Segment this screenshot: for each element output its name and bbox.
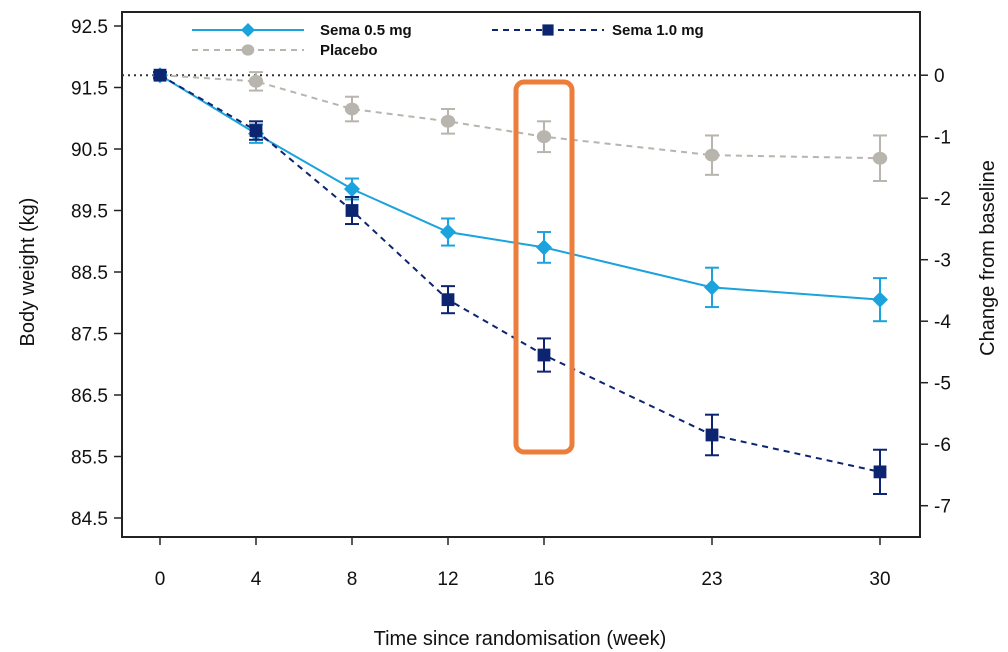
y-tick-label: 87.5 [71,325,108,346]
data-point [440,114,456,128]
y-axis-left: 92.5 91.5 90.5 89.5 88.5 87.5 86.5 85.5 84.5 [71,17,122,530]
y-right-tick-label: 0 [934,66,945,87]
y-right-tick-label: -3 [934,251,951,272]
y-axis-right-title: Change from baseline [977,160,999,356]
legend-label: Sema 1.0 mg [612,22,704,39]
data-point [441,293,455,307]
y-right-tick-label: -4 [934,312,951,333]
x-tick-label: 30 [869,569,890,590]
data-point [872,291,888,308]
x-tick-label: 23 [701,569,722,590]
legend-label: Placebo [320,42,378,59]
x-axis-title: Time since randomisation (week) [374,628,667,650]
data-point [345,204,359,217]
highlight-box [513,79,575,455]
series-sema-1-0-mg [153,68,887,496]
y-axis-title: Body weight (kg) [17,198,39,347]
data-point [536,239,552,256]
x-tick-label: 12 [437,569,458,590]
series-line [159,74,881,473]
y-right-tick-label: -5 [934,374,951,395]
y-tick-label: 88.5 [71,263,108,284]
x-tick-label: 4 [251,569,262,590]
y-tick-label: 85.5 [71,448,108,469]
data-point [249,124,263,137]
y-right-tick-label: -7 [934,497,951,518]
x-tick-label: 8 [347,569,358,590]
data-point [705,428,719,442]
y-right-tick-label: -1 [934,128,951,149]
data-point [704,279,720,296]
y-axis-right: 0 -1 -2 -3 -4 -5 -6 -7 [920,66,951,518]
data-point [536,130,552,144]
data-point [248,74,264,88]
y-tick-label: 91.5 [71,79,108,100]
y-tick-label: 92.5 [71,17,108,38]
series-layer [152,67,888,496]
x-axis: 0 4 8 12 16 23 30 [155,537,891,590]
data-point [440,224,456,241]
data-point [872,151,888,165]
data-point [344,102,360,116]
data-point [704,148,720,162]
series-line [159,74,881,301]
x-tick-label: 16 [533,569,554,590]
y-tick-label: 84.5 [71,509,108,530]
y-tick-label: 89.5 [71,202,108,223]
y-tick-label: 90.5 [71,140,108,161]
data-point [873,465,887,479]
y-right-tick-label: -2 [934,189,951,210]
data-point [153,68,167,82]
legend-marker [241,44,255,56]
y-tick-label: 86.5 [71,386,108,407]
series-sema-0-5-mg [152,67,888,323]
legend-label: Sema 0.5 mg [320,22,412,39]
data-point [537,348,551,362]
legend-marker [241,23,255,37]
series-line [159,74,881,160]
legend-marker [542,24,554,36]
legend: Sema 0.5 mg Sema 1.0 mg Placebo [192,22,704,59]
y-right-tick-label: -6 [934,435,951,456]
data-point [344,180,360,197]
x-tick-label: 0 [155,569,166,590]
plot-frame [121,11,921,538]
